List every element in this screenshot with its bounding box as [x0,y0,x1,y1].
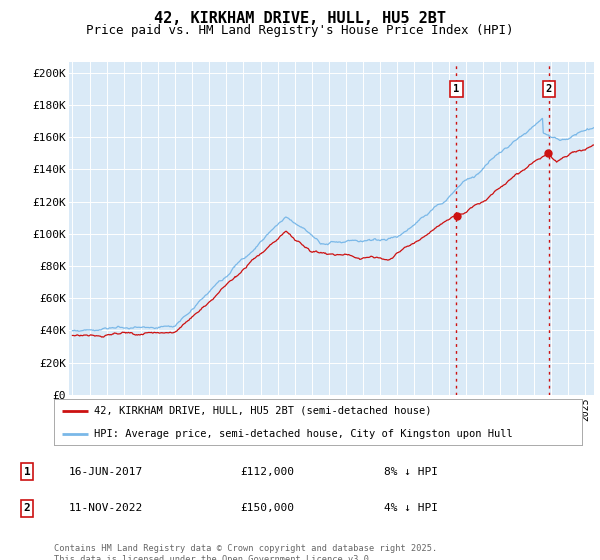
Text: 1: 1 [453,84,460,94]
Text: Contains HM Land Registry data © Crown copyright and database right 2025.
This d: Contains HM Land Registry data © Crown c… [54,544,437,560]
Text: 2: 2 [23,503,31,514]
Text: Price paid vs. HM Land Registry's House Price Index (HPI): Price paid vs. HM Land Registry's House … [86,24,514,36]
Text: 42, KIRKHAM DRIVE, HULL, HU5 2BT: 42, KIRKHAM DRIVE, HULL, HU5 2BT [154,11,446,26]
Text: 4% ↓ HPI: 4% ↓ HPI [384,503,438,514]
Text: £150,000: £150,000 [240,503,294,514]
Text: HPI: Average price, semi-detached house, City of Kingston upon Hull: HPI: Average price, semi-detached house,… [94,429,512,438]
Text: 2: 2 [546,84,552,94]
Text: 11-NOV-2022: 11-NOV-2022 [69,503,143,514]
Text: 1: 1 [23,466,31,477]
Text: 42, KIRKHAM DRIVE, HULL, HU5 2BT (semi-detached house): 42, KIRKHAM DRIVE, HULL, HU5 2BT (semi-d… [94,406,431,416]
Text: £112,000: £112,000 [240,466,294,477]
Text: 16-JUN-2017: 16-JUN-2017 [69,466,143,477]
Text: 8% ↓ HPI: 8% ↓ HPI [384,466,438,477]
